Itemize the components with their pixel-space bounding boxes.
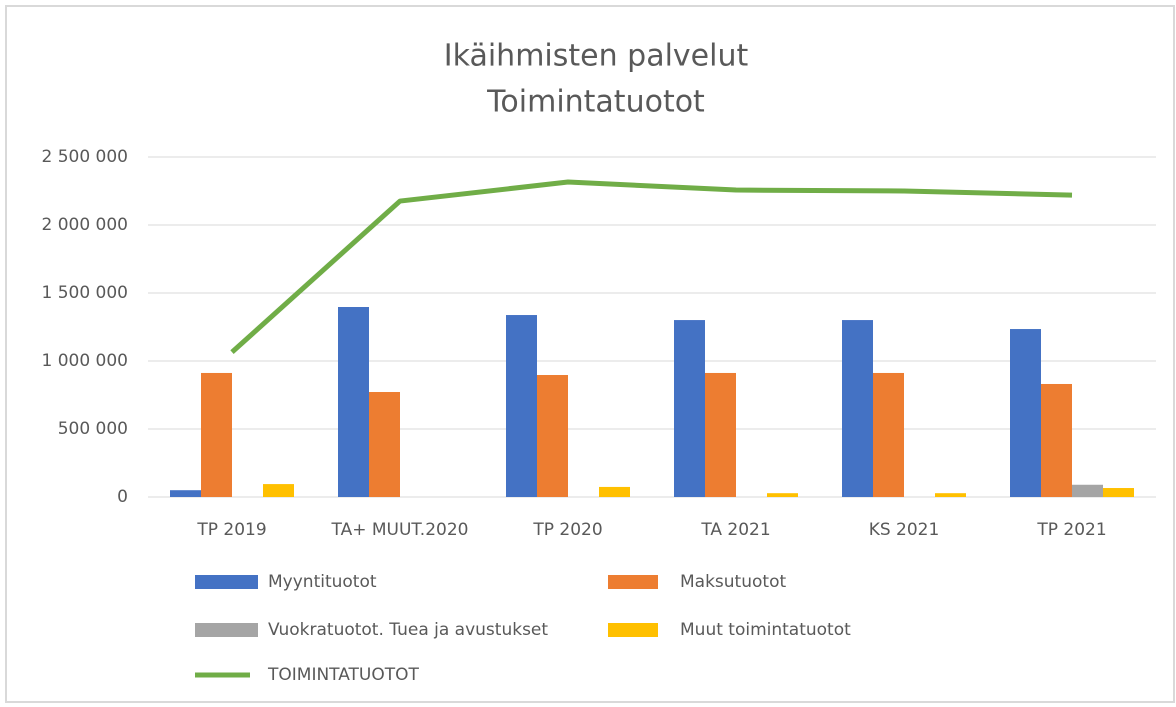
- bar: [170, 490, 201, 497]
- chart-title: Ikäihmisten palvelut: [444, 39, 749, 74]
- bar: [1010, 329, 1041, 497]
- y-tick-label: 1 500 000: [41, 283, 128, 303]
- bar: [935, 493, 966, 497]
- bar: [599, 486, 630, 497]
- legend-label: Muut toimintatuotot: [680, 620, 851, 640]
- bar: [1041, 383, 1072, 497]
- bar: [338, 307, 369, 497]
- x-tick-label: TP 2020: [532, 520, 602, 540]
- x-tick-label: TA+ MUUT.2020: [331, 520, 469, 540]
- legend-label: TOIMINTATUOTOT: [267, 665, 420, 685]
- legend-swatch: [608, 575, 658, 589]
- bar: [506, 315, 537, 497]
- bar: [705, 372, 736, 497]
- bar: [537, 375, 568, 497]
- line-series: [230, 179, 1073, 355]
- legend-label: Myyntituotot: [268, 572, 377, 592]
- chart-subtitle: Toimintatuotot: [486, 85, 705, 120]
- bar: [767, 493, 798, 497]
- y-tick-label: 2 000 000: [41, 215, 128, 235]
- x-tick-label: TP 2019: [196, 520, 266, 540]
- y-tick-label: 1 000 000: [41, 351, 128, 371]
- bar: [369, 392, 400, 497]
- legend-label: Maksutuotot: [680, 572, 786, 592]
- bar: [1103, 488, 1134, 497]
- bar: [263, 484, 294, 497]
- bar: [1072, 484, 1103, 497]
- x-tick-label: KS 2021: [869, 520, 940, 540]
- y-tick-label: 2 500 000: [41, 147, 128, 167]
- y-tick-label: 500 000: [58, 419, 128, 439]
- bar: [674, 320, 705, 497]
- bar: [201, 372, 232, 497]
- bar: [842, 320, 873, 497]
- y-tick-label: 0: [117, 487, 128, 507]
- legend-swatch: [195, 575, 258, 589]
- x-tick-label: TA 2021: [700, 520, 770, 540]
- bar: [873, 372, 904, 497]
- legend-swatch: [608, 623, 658, 637]
- legend-swatch: [195, 623, 258, 637]
- legend-label: Vuokratuotot. Tuea ja avustukset: [268, 620, 548, 640]
- x-tick-label: TP 2021: [1036, 520, 1106, 540]
